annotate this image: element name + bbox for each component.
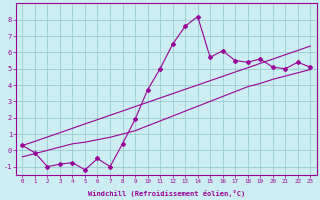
X-axis label: Windchill (Refroidissement éolien,°C): Windchill (Refroidissement éolien,°C) xyxy=(88,190,245,197)
